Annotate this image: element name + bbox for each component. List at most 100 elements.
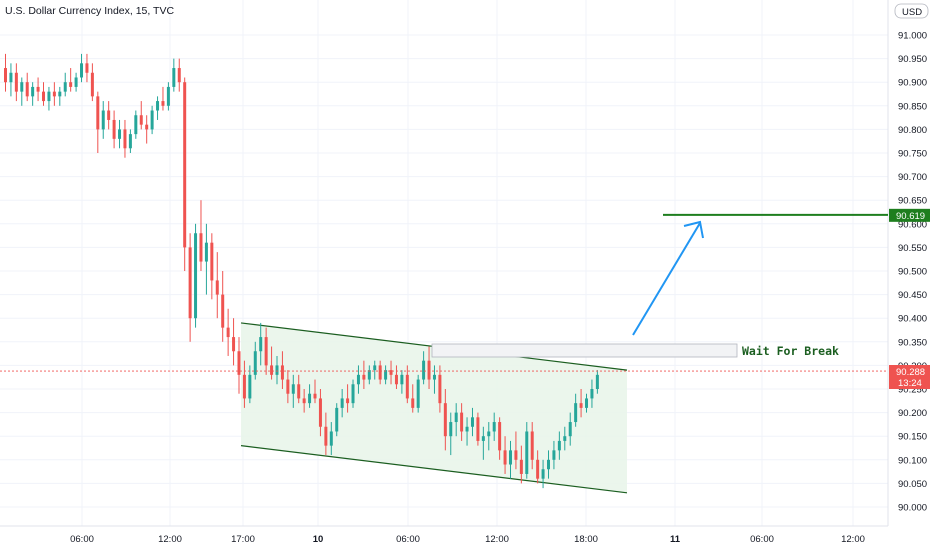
x-tick-label: 10 <box>313 534 324 545</box>
breakout-arrow[interactable] <box>632 222 701 336</box>
y-tick-label: 90.150 <box>898 432 927 443</box>
candlesticks <box>4 53 599 489</box>
candle-body <box>25 82 29 97</box>
y-tick-label: 90.250 <box>898 385 927 396</box>
candle-body <box>568 422 572 437</box>
arrow-head-icon <box>683 220 704 239</box>
candle-body <box>161 101 165 106</box>
current-price-tag <box>889 365 930 389</box>
channel-lower-line[interactable] <box>240 445 628 494</box>
candle-body <box>394 374 398 385</box>
candle-body <box>329 431 333 446</box>
candle-body <box>525 431 529 474</box>
candle-body <box>541 469 545 479</box>
x-tick-label: 18:00 <box>574 534 598 545</box>
candle-body <box>242 374 246 399</box>
candle-body <box>356 374 360 385</box>
candle-body <box>14 72 18 92</box>
candle-body <box>264 337 268 366</box>
candle-body <box>498 422 502 451</box>
candle-body <box>416 379 420 408</box>
price-axis[interactable]: 91.000 90.950 90.900 90.850 90.800 90.750 90.7… <box>898 31 927 514</box>
candle-body <box>172 68 176 87</box>
candle-body <box>58 91 62 97</box>
candle-body <box>481 436 485 441</box>
candle-body <box>476 417 480 441</box>
candle-body <box>574 403 578 423</box>
y-tick-label: 90.850 <box>898 101 927 112</box>
candle-body <box>52 91 56 97</box>
candle-body <box>552 450 556 460</box>
annotation-wait-for-break: Wait For Break <box>742 344 839 358</box>
candle-body <box>74 77 78 87</box>
descending-channel[interactable] <box>241 322 627 493</box>
currency-button[interactable] <box>894 3 929 19</box>
x-tick-label: 06:00 <box>750 534 774 545</box>
candle-body <box>177 68 181 83</box>
y-tick-label: 90.750 <box>898 149 927 160</box>
candle-body <box>42 91 46 102</box>
candle-body <box>378 365 382 380</box>
candle-body <box>432 374 436 380</box>
x-tick-label: 06:00 <box>70 534 94 545</box>
candle-body <box>422 360 426 380</box>
candle-body <box>449 422 453 437</box>
current-price-tag-label: 90.288 <box>896 367 925 378</box>
candle-body <box>199 233 203 262</box>
candle-body <box>454 412 458 423</box>
candle-body <box>302 398 306 404</box>
candle-body <box>530 431 534 460</box>
candle-body <box>547 459 550 470</box>
candle-body <box>536 459 540 479</box>
candle-body <box>248 374 252 399</box>
y-tick-label: 90.450 <box>898 290 927 301</box>
y-tick-label: 90.950 <box>898 54 927 65</box>
candle-body <box>112 119 116 139</box>
candle-body <box>465 426 469 432</box>
y-tick-label: 90.800 <box>898 125 927 136</box>
y-tick-label: 90.200 <box>898 408 927 419</box>
candle-body <box>280 365 284 380</box>
candle-body <box>232 337 236 352</box>
x-tick-label: 12:00 <box>485 534 509 545</box>
x-tick-label: 12:00 <box>841 534 865 545</box>
candle-body <box>215 280 219 295</box>
candle-body <box>438 374 442 404</box>
candle-body <box>107 110 111 120</box>
candle-body <box>427 360 431 380</box>
y-tick-label: 90.000 <box>898 503 927 514</box>
y-tick-label: 90.100 <box>898 455 927 466</box>
candle-body <box>460 412 464 432</box>
y-tick-label: 90.650 <box>898 196 927 207</box>
candle-body <box>590 389 594 399</box>
y-tick-label: 90.600 <box>898 219 927 230</box>
break-zone-box[interactable] <box>431 343 738 358</box>
y-tick-label: 90.400 <box>898 314 927 325</box>
candle-body <box>557 440 561 451</box>
candle-body <box>210 242 214 281</box>
candle-body <box>384 370 388 380</box>
candle-body <box>563 436 567 441</box>
candle-body <box>514 450 518 460</box>
chart-title: U.S. Dollar Currency Index, 15, TVC <box>5 5 174 17</box>
x-tick-label: 17:00 <box>231 534 255 545</box>
candle-body <box>31 86 35 97</box>
candle-body <box>503 450 507 465</box>
candle-body <box>166 86 170 106</box>
candle-body <box>470 417 474 427</box>
candle-body <box>194 233 198 319</box>
candle-body <box>400 374 404 385</box>
target-price-tag-label: 90.619 <box>896 211 925 222</box>
candle-body <box>128 134 132 149</box>
candle-body <box>183 82 187 248</box>
candle-body <box>324 426 328 446</box>
time-axis[interactable]: 06:00 12:00 17:00 10 06:00 12:00 18:00 11 06:00 1… <box>70 534 865 545</box>
candle-body <box>508 450 512 465</box>
candle-body <box>69 82 73 87</box>
candle-body <box>36 86 40 92</box>
countdown-label: 13:24 <box>898 378 922 389</box>
candle-body <box>362 374 366 380</box>
candle-body <box>204 242 208 262</box>
candle-body <box>47 91 51 102</box>
